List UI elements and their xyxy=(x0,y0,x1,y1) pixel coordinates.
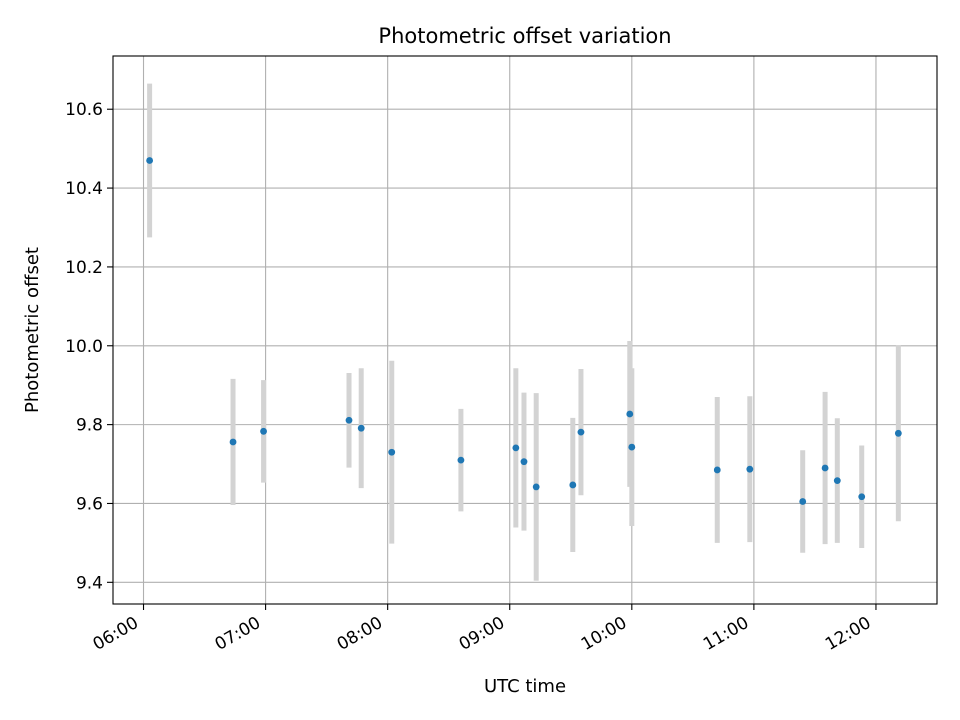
data-point xyxy=(858,493,866,501)
data-point xyxy=(229,438,237,446)
data-point xyxy=(628,443,636,451)
point-layer xyxy=(146,157,902,505)
y-tick-label: 10.0 xyxy=(65,337,103,357)
x-tick-label: 11:00 xyxy=(700,613,752,655)
x-tick-label: 08:00 xyxy=(334,613,386,655)
y-tick-label: 10.2 xyxy=(65,258,103,278)
data-point xyxy=(799,498,807,505)
y-tick-label: 10.6 xyxy=(65,100,103,120)
grid-layer xyxy=(113,56,937,604)
x-tick-label: 06:00 xyxy=(90,613,142,655)
data-point xyxy=(457,456,465,464)
x-tick-label: 10:00 xyxy=(578,613,630,655)
x-tick-label: 09:00 xyxy=(456,613,508,655)
data-point xyxy=(894,429,902,437)
data-point xyxy=(569,481,577,489)
data-point xyxy=(260,427,267,435)
y-tick-label: 9.8 xyxy=(76,416,103,436)
errorbar-layer xyxy=(147,83,901,581)
data-point xyxy=(821,464,829,472)
plot-frame xyxy=(112,55,938,605)
data-point xyxy=(520,458,528,466)
data-point xyxy=(577,428,585,436)
data-point xyxy=(746,465,754,473)
x-tick-label: 12:00 xyxy=(822,613,874,655)
data-point xyxy=(388,448,396,456)
y-axis-label: Photometric offset xyxy=(22,247,43,413)
y-tick-label: 10.4 xyxy=(65,179,103,199)
x-axis-label: UTC time xyxy=(484,676,566,697)
y-tick-label: 9.6 xyxy=(76,494,103,514)
data-point xyxy=(345,416,353,424)
data-point xyxy=(357,424,365,432)
data-point xyxy=(512,444,520,452)
data-point xyxy=(532,483,540,491)
data-point xyxy=(713,466,721,474)
y-tick-label: 9.4 xyxy=(76,573,103,593)
chart-title: Photometric offset variation xyxy=(378,24,671,48)
data-point xyxy=(626,410,634,418)
data-point xyxy=(146,157,154,164)
data-point xyxy=(833,477,841,485)
x-tick-label: 07:00 xyxy=(212,613,264,655)
